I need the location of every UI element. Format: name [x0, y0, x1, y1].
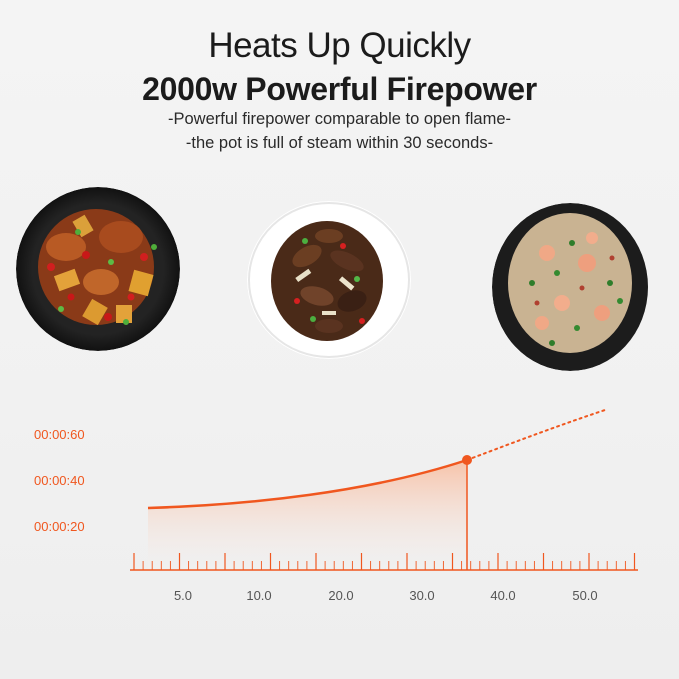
x-tick-labels: 5.0 10.0 20.0 30.0 40.0 50.0	[174, 588, 598, 603]
description-line-2: -the pot is full of steam within 30 seco…	[185, 134, 494, 152]
heating-time-chart: 00:00:60 00:00:40 00:00:20 5.0 10.0 20.0…	[34, 409, 638, 603]
mushroom-stirfry-dish	[247, 201, 411, 359]
x-tick-label-10: 10.0	[246, 588, 271, 603]
y-tick-label-20: 00:00:20	[34, 519, 85, 534]
area-fill	[148, 460, 467, 570]
x-tick-label-50: 50.0	[572, 588, 597, 603]
highlight-marker	[462, 455, 472, 465]
x-tick-label-5: 5.0	[174, 588, 192, 603]
y-tick-labels: 00:00:60 00:00:40 00:00:20	[34, 427, 85, 534]
y-tick-label-40: 00:00:40	[34, 473, 85, 488]
x-tick-label-30: 30.0	[409, 588, 434, 603]
series-line	[147, 458, 468, 510]
headline-subtitle: 2000w Powerful Firepower	[142, 71, 537, 107]
x-tick-label-20: 20.0	[328, 588, 353, 603]
x-axis-ticks	[133, 553, 636, 570]
series-projection-line	[466, 409, 606, 461]
spicy-chicken-stirfry-dish	[16, 187, 180, 351]
y-tick-label-60: 00:00:60	[34, 427, 85, 442]
description-line-1: -Powerful firepower comparable to open f…	[168, 110, 511, 128]
fried-rice-shrimp-dish	[492, 203, 648, 371]
headline-title: Heats Up Quickly	[208, 26, 471, 65]
x-tick-label-40: 40.0	[490, 588, 515, 603]
